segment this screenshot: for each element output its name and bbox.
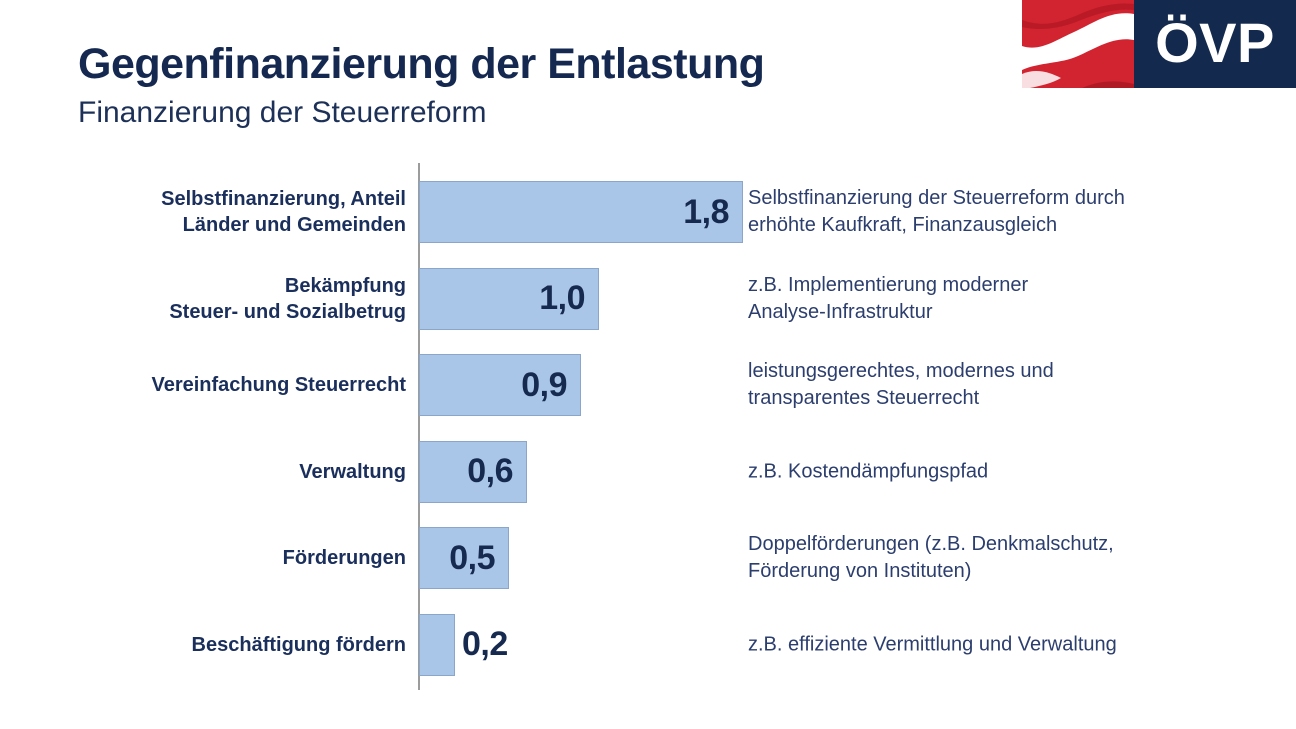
bar-wrap: 0,6	[419, 440, 527, 503]
austria-flag-icon	[1022, 0, 1134, 88]
category-label: Selbstfinanzierung, Anteil Länder und Ge…	[161, 188, 406, 237]
bar: 0,9	[419, 354, 581, 417]
category-label: Bekämpfung Steuer- und Sozialbetrug	[169, 274, 406, 323]
category-label: Vereinfachung Steuerrecht	[151, 374, 406, 397]
bar-wrap: 0,2	[419, 613, 508, 676]
bar-wrap: 0,9	[419, 354, 581, 417]
ovp-logo-text: ÖVP	[1155, 10, 1275, 74]
ovp-logo: ÖVP	[1022, 0, 1296, 88]
bar-value: 0,2	[462, 625, 508, 664]
bar-chart: Selbstfinanzierung, Anteil Länder und Ge…	[0, 169, 1296, 689]
category-label: Beschäftigung fördern	[191, 633, 406, 656]
page-title: Gegenfinanzierung der Entlastung	[78, 40, 765, 88]
bar-annotation: z.B. Implementierung moderner Analyse-In…	[748, 273, 1029, 323]
bar: 0,5	[419, 527, 509, 590]
bar-wrap: 0,5	[419, 527, 509, 590]
bar-annotation: z.B. Kostendämpfungspfad	[748, 460, 989, 483]
bar-annotation: leistungsgerechtes, modernes und transpa…	[748, 360, 1054, 410]
bar: 1,0	[419, 267, 599, 330]
chart-row: Vereinfachung Steuerrecht 0,9 leistungsg…	[0, 342, 1296, 429]
chart-row: Verwaltung 0,6 z.B. Kostendämpfungspfad	[0, 429, 1296, 516]
ovp-logo-box: ÖVP	[1134, 0, 1296, 88]
bar-wrap: 1,8	[419, 181, 743, 244]
bar-annotation: Doppelförderungen (z.B. Denkmalschutz, F…	[748, 533, 1114, 583]
bar-annotation: Selbstfinanzierung der Steuerreform durc…	[748, 187, 1125, 237]
bar-value: 0,6	[467, 452, 513, 491]
bar-value: 1,8	[683, 192, 729, 231]
chart-row: Bekämpfung Steuer- und Sozialbetrug 1,0 …	[0, 256, 1296, 343]
category-label: Förderungen	[282, 547, 406, 570]
chart-row: Beschäftigung fördern 0,2 z.B. effizient…	[0, 602, 1296, 689]
bar-value: 1,0	[539, 279, 585, 318]
bar	[419, 613, 455, 676]
bar-value: 0,5	[449, 538, 495, 577]
bar-value: 0,9	[521, 365, 567, 404]
bar: 0,6	[419, 440, 527, 503]
chart-axis-baseline	[418, 163, 420, 690]
category-label: Verwaltung	[299, 460, 406, 483]
chart-row: Selbstfinanzierung, Anteil Länder und Ge…	[0, 169, 1296, 256]
bar-annotation: z.B. effiziente Vermittlung und Verwaltu…	[748, 633, 1117, 656]
bar: 1,8	[419, 181, 743, 244]
page-subtitle: Finanzierung der Steuerreform	[78, 96, 487, 129]
bar-wrap: 1,0	[419, 267, 599, 330]
chart-row: Förderungen 0,5 Doppelförderungen (z.B. …	[0, 515, 1296, 602]
